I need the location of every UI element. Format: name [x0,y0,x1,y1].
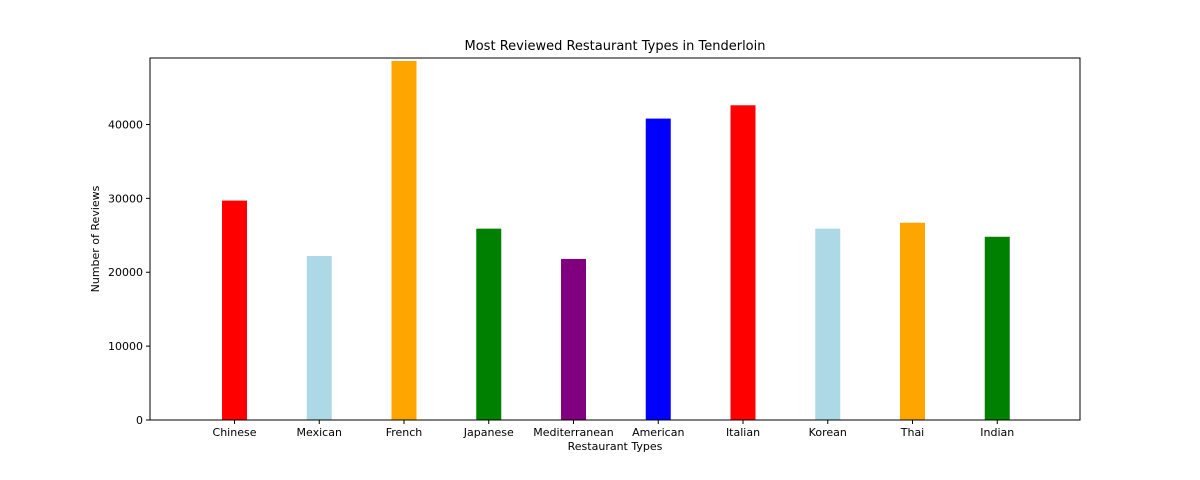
x-tick-label-italian: Italian [726,426,760,439]
x-tick-label-chinese: Chinese [213,426,257,439]
chart-title: Most Reviewed Restaurant Types in Tender… [465,39,766,54]
x-tick-label-french: French [386,426,423,439]
bar-korean [815,228,841,420]
x-axis-label: Restaurant Types [568,440,663,453]
x-axis: Chinese Mexican French Japanese Mediterranea… [213,420,1014,439]
y-tick-label: 10000 [108,340,143,353]
x-tick-label-thai: Thai [900,426,925,439]
x-tick-label-american: American [632,426,684,439]
bar-american [645,118,671,420]
x-tick-label-indian: Indian [980,426,1014,439]
y-tick-label: 30000 [108,192,143,205]
bar-mexican [306,255,332,420]
bar-italian [730,105,756,420]
bar-thai [900,222,925,420]
y-tick-label: 0 [136,414,143,427]
bar-indian [984,236,1010,420]
y-axis-label: Number of Reviews [89,185,102,292]
bar-japanese [476,228,502,420]
bar-french [391,60,417,421]
y-tick-label: 20000 [108,266,143,279]
x-tick-label-mexican: Mexican [297,426,342,439]
x-tick-label-korean: Korean [809,426,847,439]
y-axis: 0 10000 20000 30000 40000 [108,118,150,427]
x-tick-label-japanese: Japanese [463,426,514,439]
bar-mediterranean [561,258,586,420]
y-tick-label: 40000 [108,118,143,131]
x-tick-label-mediterranean: Mediterranean [533,426,613,439]
plot-frame [149,57,1081,421]
bars [222,60,1010,421]
bar-chinese [222,200,247,420]
